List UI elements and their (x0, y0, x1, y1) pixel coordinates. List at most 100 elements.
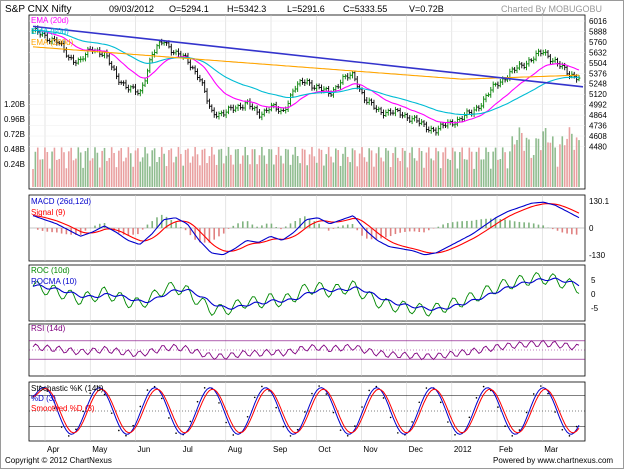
rsi-panel (29, 324, 585, 376)
volume-bar (66, 168, 68, 187)
macd-histogram-bar (380, 228, 382, 238)
volume-bar (559, 144, 561, 187)
macd-histogram-bar (151, 221, 153, 228)
rsi-legend: RSI (14d) (31, 324, 66, 333)
volume-bar (287, 150, 289, 187)
stoch-k-point (526, 412, 528, 414)
volume-bar (89, 161, 91, 187)
volume-bar (132, 167, 134, 187)
volume-bar (68, 151, 70, 187)
macd-histogram-bar (309, 219, 311, 228)
volume-bar (156, 162, 158, 187)
volume-bar (166, 166, 168, 187)
volume-bar (82, 168, 84, 187)
volume-bar (256, 164, 258, 187)
volume-bar (321, 150, 323, 187)
volume-bar (485, 148, 487, 187)
legend-ema200: EMA (200d) (31, 38, 74, 47)
volume-bar (187, 149, 189, 187)
volume-bar (411, 147, 413, 187)
volume-bar (304, 150, 306, 187)
macd-histogram-bar (256, 227, 258, 228)
volume-bar (314, 156, 316, 187)
volume-bar (423, 168, 425, 187)
volume-bar (516, 140, 518, 187)
volume-bar (206, 163, 208, 187)
macd-histogram-bar (442, 224, 444, 228)
stoch-k-point (426, 387, 428, 389)
volume-bar (99, 168, 101, 187)
volume-bar (149, 166, 151, 187)
volume-bar (531, 158, 533, 187)
volume-bar (192, 156, 194, 187)
macd-histogram-bar (433, 228, 435, 229)
volume-bar (540, 150, 542, 187)
volume-bar (466, 160, 468, 187)
stoch-k-point (554, 411, 556, 413)
stoch-k-point (304, 411, 306, 413)
price-y-tick: 5504 (589, 59, 607, 68)
macd-histogram-bar (404, 228, 406, 232)
macd-histogram-bar (457, 222, 459, 228)
volume-bar (416, 161, 418, 187)
macd-histogram-bar (237, 223, 239, 228)
volume-bar (397, 158, 399, 187)
volume-bar (373, 167, 375, 187)
stoch-k-point (318, 385, 320, 387)
price-y-tick: 5760 (589, 38, 607, 47)
volume-bar (290, 165, 292, 187)
volume-bar (349, 162, 351, 187)
volume-bar (497, 160, 499, 187)
legend-stoch-smoothed: Smoothed %D (3) (31, 404, 95, 413)
volume-bar (557, 167, 559, 187)
stoch-k-point (218, 402, 220, 404)
volume-bar (185, 150, 187, 187)
header-close: C=5333.55 (343, 4, 387, 14)
volume-bar (566, 139, 568, 187)
volume-bar (316, 163, 318, 187)
volume-bar (514, 144, 516, 187)
volume-bar (294, 147, 296, 187)
volume-bar (504, 152, 506, 187)
volume-bar (311, 147, 313, 187)
volume-bar (366, 162, 368, 187)
volume-bar (47, 152, 49, 187)
volume-bar (292, 155, 294, 187)
price-y-tick: 5120 (589, 90, 607, 99)
macd-histogram-bar (504, 220, 506, 228)
volume-bar (182, 166, 184, 187)
volume-bar (433, 160, 435, 187)
legend-rocma: ROCMA (10) (31, 277, 77, 286)
volume-bar (445, 147, 447, 187)
macd-histogram-bar (104, 223, 106, 228)
volume-bar (535, 138, 537, 187)
volume-bar (335, 148, 337, 187)
volume-bar (297, 156, 299, 187)
volume-bar (232, 165, 234, 187)
macd-histogram-bar (418, 228, 420, 232)
roc-y-tick: 0 (591, 290, 596, 299)
macd-histogram-bar (242, 221, 244, 228)
volume-bar (51, 152, 53, 187)
volume-bar (383, 161, 385, 187)
volume-bar (438, 151, 440, 187)
stoch-k-point (368, 390, 370, 392)
macd-histogram-bar (414, 228, 416, 231)
volume-bar (538, 139, 540, 187)
volume-bar (387, 151, 389, 187)
stoch-k-point (383, 397, 385, 399)
volume-bar (116, 167, 118, 187)
stoch-k-point (354, 425, 356, 427)
volume-bar (44, 147, 46, 187)
stoch-k-point (547, 393, 549, 395)
macd-histogram-bar (485, 219, 487, 228)
volume-bar (247, 155, 249, 187)
price-y-tick: 5632 (589, 48, 607, 57)
volume-bar (318, 149, 320, 187)
x-tick-label: Aug (228, 445, 242, 454)
macd-histogram-bar (337, 227, 339, 228)
volume-bar (576, 137, 578, 187)
stoch-k-point (68, 435, 70, 437)
volume-bar (457, 169, 459, 187)
stoch-k-point (125, 435, 127, 437)
